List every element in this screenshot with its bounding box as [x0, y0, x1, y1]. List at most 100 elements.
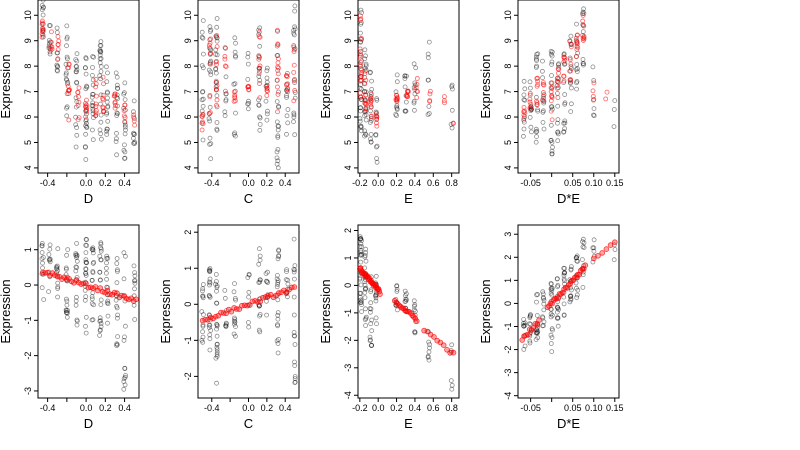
x-tick-label: 0.05 [564, 178, 582, 188]
data-point-observed [207, 269, 213, 275]
y-axis-label: Expression [318, 54, 333, 118]
data-point-observed [358, 128, 364, 134]
data-point-observed [200, 103, 206, 109]
data-point-observed [276, 104, 282, 110]
data-point-observed [533, 139, 539, 145]
data-point-observed [363, 258, 369, 264]
y-tick-label: -3 [343, 364, 353, 372]
data-point-observed [132, 280, 138, 286]
data-point-observed [541, 319, 547, 325]
data-point-observed [65, 247, 71, 253]
data-point-observed [90, 92, 95, 97]
x-tick-label: 0.4 [118, 178, 131, 188]
data-point-observed [535, 51, 541, 57]
data-point-observed [362, 317, 368, 323]
data-point-observed [528, 312, 533, 318]
data-point-observed [527, 321, 533, 327]
data-point-observed [90, 73, 95, 78]
data-point-observed [91, 259, 97, 265]
data-point-observed [207, 266, 213, 272]
data-point-observed [448, 378, 454, 384]
data-point-observed [55, 64, 60, 70]
data-point-observed [64, 54, 70, 60]
data-point-observed [90, 137, 96, 143]
data-point-observed [55, 294, 60, 300]
data-point-observed [233, 54, 239, 60]
data-point-observed [223, 320, 229, 326]
data-point-observed [284, 95, 290, 100]
data-point-observed [208, 141, 214, 147]
data-point-observed [47, 256, 52, 262]
data-point-fitted [535, 82, 541, 88]
data-point-observed [285, 281, 291, 287]
data-point-fitted [603, 246, 610, 252]
data-point-observed [549, 285, 555, 291]
data-point-observed [97, 327, 103, 333]
data-point-observed [73, 298, 79, 304]
data-point-observed [535, 335, 541, 341]
scatter-panel-3: -0.2 0.0 0.2 0.4 0.6 0.8 4 5 6 7 8 9 10 E Expression [318, 0, 460, 206]
data-point-observed [200, 339, 206, 345]
data-point-observed [534, 327, 539, 332]
data-point-observed [368, 300, 374, 306]
data-point-observed [394, 288, 400, 294]
data-point-observed [257, 277, 263, 283]
data-point-observed [359, 97, 365, 102]
data-point-fitted [561, 78, 567, 84]
data-point-observed [245, 320, 251, 325]
data-point-observed [74, 64, 79, 69]
data-point-observed [362, 128, 368, 134]
data-point-observed [257, 277, 263, 283]
data-point-observed [522, 322, 528, 328]
data-point-observed [521, 133, 526, 139]
data-point-observed [292, 8, 298, 14]
data-point-fitted [93, 84, 99, 90]
x-tick-label: 0.2 [261, 403, 274, 413]
data-point-observed [568, 297, 574, 303]
data-point-observed [561, 312, 567, 318]
data-point-observed [549, 288, 555, 293]
data-point-fitted [573, 35, 579, 41]
data-point-observed [89, 246, 95, 252]
data-point-fitted [223, 64, 229, 70]
data-point-observed [208, 27, 214, 33]
data-point-observed [561, 272, 567, 278]
data-point-observed [265, 108, 270, 114]
data-point-observed [231, 331, 237, 337]
data-point-fitted [66, 88, 71, 94]
data-point-observed [97, 127, 103, 133]
data-point-observed [47, 256, 53, 262]
data-point-fitted [264, 88, 270, 93]
data-point-observed [275, 341, 281, 346]
data-point-observed [291, 333, 297, 339]
data-point-observed [358, 300, 364, 306]
data-point-observed [540, 295, 546, 301]
data-point-observed [256, 32, 262, 37]
data-point-observed [206, 325, 212, 331]
data-point-observed [574, 86, 579, 92]
data-point-fitted [48, 43, 54, 49]
data-point-observed [567, 293, 573, 299]
data-point-fitted [256, 29, 262, 35]
data-point-observed [393, 112, 399, 117]
data-point-fitted [521, 109, 527, 115]
data-point-observed [291, 269, 297, 275]
data-point-observed [64, 252, 69, 258]
data-point-fitted [548, 85, 554, 91]
data-point-fitted [222, 63, 228, 69]
data-point-observed [568, 266, 574, 272]
data-point-observed [122, 80, 128, 86]
data-point-observed [55, 50, 60, 56]
data-point-observed [534, 299, 539, 305]
y-tick-label: 7 [183, 89, 193, 94]
data-point-observed [84, 125, 90, 130]
data-point-observed [373, 273, 379, 279]
data-point-observed [540, 98, 546, 104]
data-point-observed [123, 127, 128, 133]
data-point-observed [223, 91, 229, 97]
data-point-observed [114, 256, 120, 261]
y-tick-label: 9 [23, 38, 33, 43]
data-point-observed [291, 119, 296, 125]
data-point-observed [214, 126, 220, 132]
data-point-observed [402, 108, 408, 114]
